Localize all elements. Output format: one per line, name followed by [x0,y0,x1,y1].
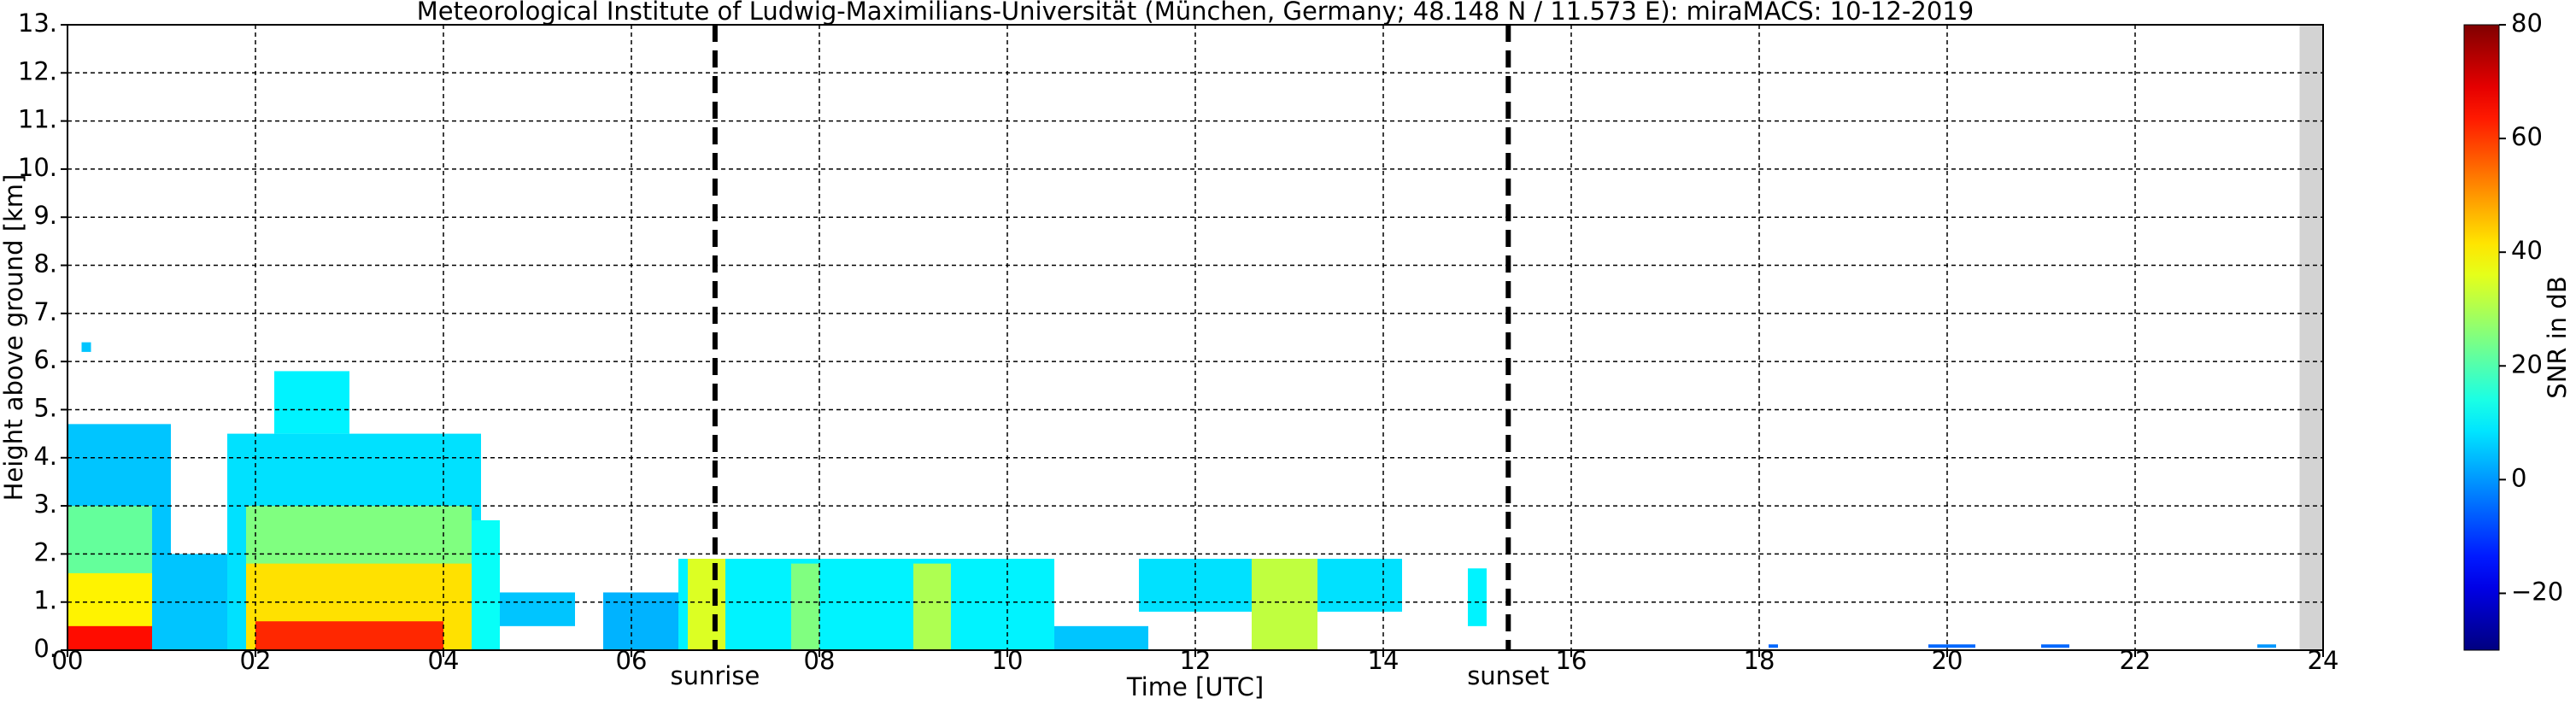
y-tick-label: 1. [33,586,57,615]
annotation-label: sunset [1467,661,1549,690]
y-tick-label: 10. [18,153,57,182]
colorbar-tick-label: 0 [2511,463,2526,492]
y-tick-label: 11. [18,105,57,134]
echo-cell [2257,644,2276,648]
y-tick-label: 4. [33,442,57,471]
echo-cell [678,559,1054,650]
echo-cell [1468,568,1487,626]
echo-cell [81,342,91,352]
echo-cell [1928,644,1975,648]
echo-cell [2041,644,2069,648]
echo-cell [1252,559,1317,650]
echo-cell [472,519,500,650]
colorbar-label: SNR in dB [2543,276,2572,398]
echo-cell [913,563,951,650]
echo-cell [791,563,819,650]
echo-cell [603,592,678,650]
echo-cell [1769,644,1778,648]
y-axis-label: Height above ground [km] [0,174,28,502]
colorbar-tick-label: −20 [2511,577,2563,606]
y-tick-label: 2. [33,537,57,566]
annotation-label: sunrise [670,661,760,690]
colorbar [2463,24,2500,651]
no-data-span [2299,25,2323,650]
y-tick-label: 9. [33,201,57,230]
x-axis-label: Time [UTC] [1126,672,1264,701]
echo-cell [171,554,237,650]
colorbar-tick-label: 60 [2511,122,2543,151]
echo-cell [1054,625,1148,650]
y-tick-label: 7. [33,297,57,326]
colorbar-tick-label: 40 [2511,236,2543,265]
y-tick-label: 5. [33,393,57,422]
y-tick-label: 8. [33,249,57,279]
echo-cell [67,625,152,650]
echo-layer [67,342,2276,650]
plot-frame [67,24,2324,651]
y-tick-label: 12. [18,56,57,85]
echo-cell [500,592,575,626]
y-tick-label: 6. [33,345,57,374]
colorbar-tick-label: 20 [2511,349,2543,378]
y-tick-label: 13. [18,9,57,38]
y-tick-label: 0. [33,634,57,663]
chart-title: Meteorological Institute of Ludwig-Maxim… [417,0,1974,26]
colorbar-tick-label: 80 [2511,9,2543,38]
echo-cell [255,621,443,650]
echo-cell [688,559,725,650]
echo-cell [274,371,349,434]
y-tick-label: 3. [33,490,57,519]
